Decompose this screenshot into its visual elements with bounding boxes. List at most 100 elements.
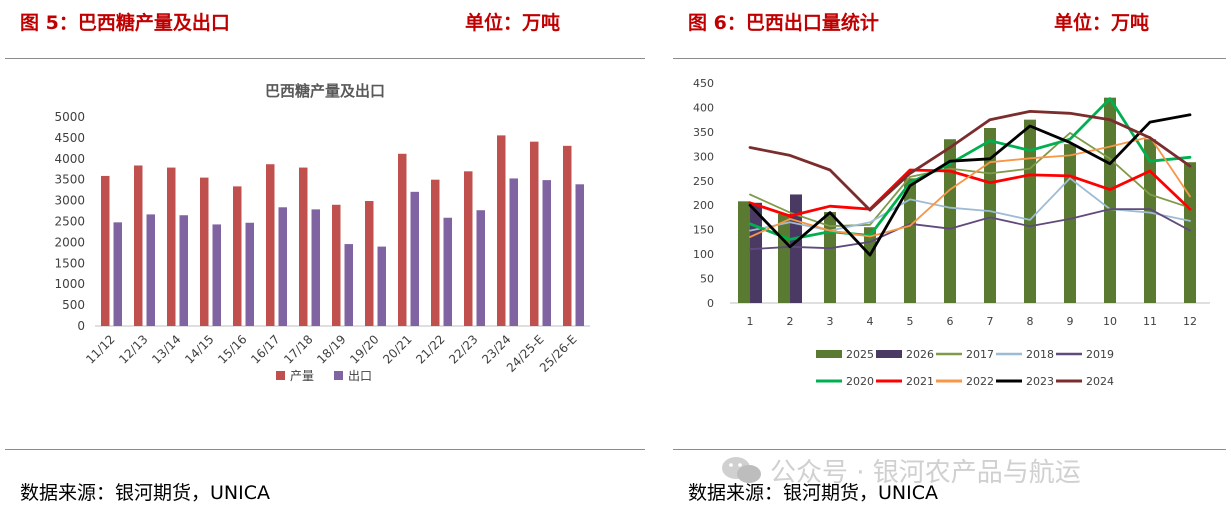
left-figure-panel: 图 5：巴西糖产量及出口 单位：万吨 巴西糖产量及出口 5000 4500 4000 3… [5, 12, 645, 504]
right-legend-swatch [816, 350, 842, 358]
production-bar [332, 204, 341, 326]
left-chart-title: 巴西糖产量及出口 [265, 82, 385, 100]
export-bar [278, 207, 287, 326]
bar-2025 [778, 214, 790, 303]
right-unit-label: 单位：万吨 [1054, 12, 1150, 34]
export-bar [344, 244, 353, 326]
bar-2025 [1064, 144, 1076, 303]
left-top-rule [5, 58, 645, 59]
production-bar [398, 153, 407, 326]
right-legend-label: 2019 [1086, 348, 1114, 361]
production-bar [266, 164, 275, 326]
export-bar [311, 209, 320, 326]
watermark-text: 公众号 · 银河农产品与航运 [770, 458, 1081, 488]
bar-2025 [1104, 97, 1116, 303]
right-y-tick-label: 250 [693, 175, 714, 188]
left-legend-label: 出口 [348, 369, 372, 383]
left-y-tick-label: 2500 [54, 215, 85, 229]
left-y-tick-label: 1000 [54, 277, 85, 291]
right-x-tick-label: 2 [787, 315, 794, 328]
left-y-tick-label: 1500 [54, 256, 85, 270]
bar-2025 [984, 127, 996, 303]
right-x-tick-label: 1 [747, 315, 754, 328]
right-figure-panel: 图 6：巴西出口量统计 单位：万吨 450 400 350 300 250 200 150 1… [668, 0, 1231, 522]
right-x-tick-label: 4 [867, 315, 874, 328]
right-legend-label: 2024 [1086, 375, 1114, 388]
export-bar [542, 180, 551, 326]
bar-2025 [944, 139, 956, 303]
right-x-tick-label: 3 [827, 315, 834, 328]
right-x-tick-label: 8 [1027, 315, 1034, 328]
export-bar [377, 246, 386, 326]
right-y-tick-label: 50 [700, 273, 714, 286]
export-bar [410, 191, 419, 326]
right-legend-label: 2025 [846, 348, 874, 361]
right-legend-label: 2017 [966, 348, 994, 361]
right-y-tick-label: 150 [693, 224, 714, 237]
left-legend-label: 产量 [290, 369, 314, 383]
bar-2025 [824, 212, 836, 303]
left-y-tick-label: 4000 [54, 152, 85, 166]
right-x-tick-label: 7 [987, 315, 994, 328]
right-x-tick-label: 6 [947, 315, 954, 328]
right-y-tick-label: 100 [693, 248, 714, 261]
right-y-tick-label: 0 [707, 297, 714, 310]
line-2022 [749, 135, 1191, 238]
line-2023 [748, 113, 1192, 257]
left-y-tick-label: 3000 [54, 194, 85, 208]
production-bar [200, 177, 209, 326]
right-legend-label: 2023 [1026, 375, 1054, 388]
right-x-tick-label: 9 [1067, 315, 1074, 328]
production-bar [497, 135, 506, 326]
left-legend-swatch [334, 371, 343, 380]
right-y-tick-label: 300 [693, 150, 714, 163]
export-bar [146, 214, 155, 326]
production-bar [563, 145, 572, 326]
right-top-rule [673, 58, 1226, 59]
bar-2025 [864, 227, 876, 303]
wechat-logo-icon [722, 457, 761, 483]
right-legend-label: 2020 [846, 375, 874, 388]
production-export-chart: 巴西糖产量及出口50004500400035003000250020001500… [5, 60, 645, 450]
right-x-tick-label: 12 [1183, 315, 1197, 328]
export-bar [509, 178, 518, 326]
production-bar [365, 201, 374, 326]
left-bottom-rule [5, 449, 645, 450]
production-bar [233, 186, 242, 326]
production-bar [530, 141, 539, 326]
left-y-tick-label: 2000 [54, 235, 85, 249]
bar-2025 [1144, 139, 1156, 303]
export-bar [575, 184, 584, 326]
right-legend-label: 2026 [906, 348, 934, 361]
production-bar [431, 179, 440, 326]
right-y-tick-label: 400 [693, 101, 714, 114]
production-bar [299, 167, 308, 326]
export-bar [113, 222, 122, 326]
line-2017 [749, 132, 1191, 228]
bar-2025 [1184, 162, 1196, 303]
right-legend-label: 2022 [966, 375, 994, 388]
line-2020 [748, 97, 1192, 241]
export-bar [212, 224, 221, 326]
left-legend-swatch [276, 371, 285, 380]
left-y-tick-label: 3500 [54, 173, 85, 187]
right-bottom-rule [673, 449, 1226, 450]
right-figure-title: 图 6：巴西出口量统计 [688, 12, 879, 34]
export-bar [179, 215, 188, 326]
production-bar [167, 167, 176, 326]
right-y-tick-label: 350 [693, 126, 714, 139]
bar-2026 [790, 194, 802, 303]
left-figure-title: 图 5：巴西糖产量及出口 [20, 12, 230, 34]
export-bar [443, 217, 452, 326]
right-x-tick-label: 5 [907, 315, 914, 328]
right-x-tick-label: 11 [1143, 315, 1157, 328]
left-y-tick-label: 500 [62, 298, 85, 312]
left-source-note: 数据来源：银河期货，UNICA [20, 482, 270, 504]
bar-2025 [904, 178, 916, 303]
left-unit-label: 单位：万吨 [465, 12, 561, 34]
line-2019 [749, 208, 1191, 251]
export-bar [245, 222, 254, 326]
right-legend-swatch [876, 350, 902, 358]
production-bar [464, 171, 473, 326]
